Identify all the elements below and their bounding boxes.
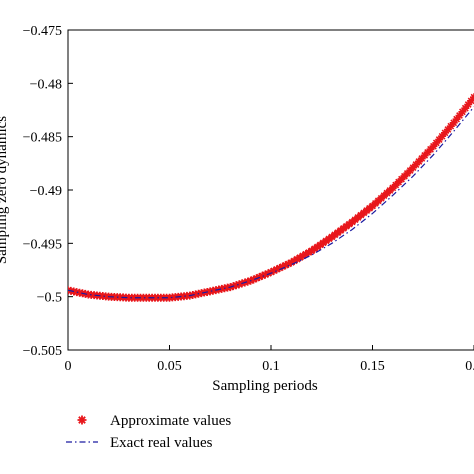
approximate-value-point (243, 277, 252, 286)
approximate-value-point (290, 256, 299, 265)
legend-marker-approximate (77, 415, 87, 425)
x-axis-title: Sampling periods (212, 378, 318, 394)
x-tick-label: 0.05 (157, 359, 182, 374)
approximate-value-point (235, 280, 244, 289)
approximate-value-point (391, 180, 400, 189)
plot-border (67, 29, 474, 351)
y-axis: −0.505 −0.5 −0.495 −0.49 −0.485 −0.48 −0.475 (23, 24, 73, 359)
approximate-value-point (417, 154, 426, 163)
approximate-value-point (397, 175, 406, 184)
y-tick-label: −0.49 (30, 184, 62, 199)
legend-label: Exact real values (110, 435, 213, 451)
legend-label: Approximate values (110, 413, 231, 429)
approximate-value-point (281, 261, 290, 270)
y-tick-label: −0.485 (23, 131, 62, 146)
series-exact-real-values-line (68, 106, 474, 299)
approximate-value-point (409, 163, 418, 172)
series-approximate-values (68, 93, 474, 302)
approximate-value-point (426, 145, 435, 154)
approximate-value-point (298, 251, 307, 260)
approximate-value-point (420, 151, 429, 160)
approximate-value-point (232, 281, 241, 290)
y-tick-label: −0.495 (23, 237, 62, 252)
approximate-value-point (449, 118, 458, 127)
approximate-value-point (458, 107, 467, 116)
y-tick-label: −0.505 (23, 344, 62, 359)
approximate-value-point (272, 265, 281, 274)
approximate-value-point (461, 104, 470, 113)
approximate-value-point (429, 142, 438, 151)
y-axis-title: Sampling zero dynamics (0, 116, 10, 264)
approximate-value-point (414, 157, 423, 166)
legend-item: Exact real values (66, 435, 213, 451)
approximate-value-point (455, 111, 464, 120)
approximate-value-point (467, 96, 474, 105)
series-layer (68, 93, 474, 302)
y-tick-label: −0.475 (23, 24, 62, 39)
approximate-value-point (412, 160, 420, 169)
approximate-value-point (293, 255, 302, 264)
approximate-value-point (275, 264, 284, 273)
approximate-value-point (249, 275, 258, 284)
approximate-value-point (403, 169, 412, 178)
x-tick-label: 0.15 (360, 359, 385, 374)
approximate-value-point (296, 253, 304, 262)
approximate-value-point (443, 125, 452, 134)
plot-frame (67, 29, 474, 351)
approximate-value-point (269, 266, 278, 275)
x-tick-label: 0.2 (465, 359, 474, 374)
approximate-value-point (388, 183, 397, 192)
approximate-value-point (394, 178, 403, 187)
y-tick-label: −0.5 (37, 291, 62, 306)
approximate-value-point (304, 248, 313, 257)
approximate-value-point (432, 138, 441, 147)
approximate-value-point (287, 258, 296, 267)
approximate-value-point (464, 100, 473, 109)
approximate-value-point (284, 259, 293, 268)
approximate-value-point (258, 271, 267, 280)
x-tick-label: 0.1 (262, 359, 280, 374)
approximate-value-point (264, 269, 273, 278)
approximate-value-point (423, 148, 432, 157)
x-axis: 0 0.05 0.1 0.15 0.2 (65, 345, 474, 374)
approximate-value-point (435, 135, 444, 144)
approximate-value-point (446, 122, 455, 131)
approximate-value-point (400, 172, 409, 181)
approximate-value-point (441, 128, 449, 137)
x-tick-label: 0 (65, 359, 72, 374)
legend-item: Approximate values (77, 413, 231, 429)
approximate-value-point (438, 132, 447, 141)
approximate-value-point (452, 115, 461, 124)
approximate-value-point (267, 268, 275, 277)
approximate-value-point (406, 166, 415, 175)
legend: Approximate values Exact real values (66, 413, 231, 451)
approximate-value-point (261, 270, 270, 279)
approximate-value-point (278, 262, 287, 271)
y-tick-label: −0.48 (30, 77, 62, 92)
approximate-value-point (301, 250, 310, 259)
